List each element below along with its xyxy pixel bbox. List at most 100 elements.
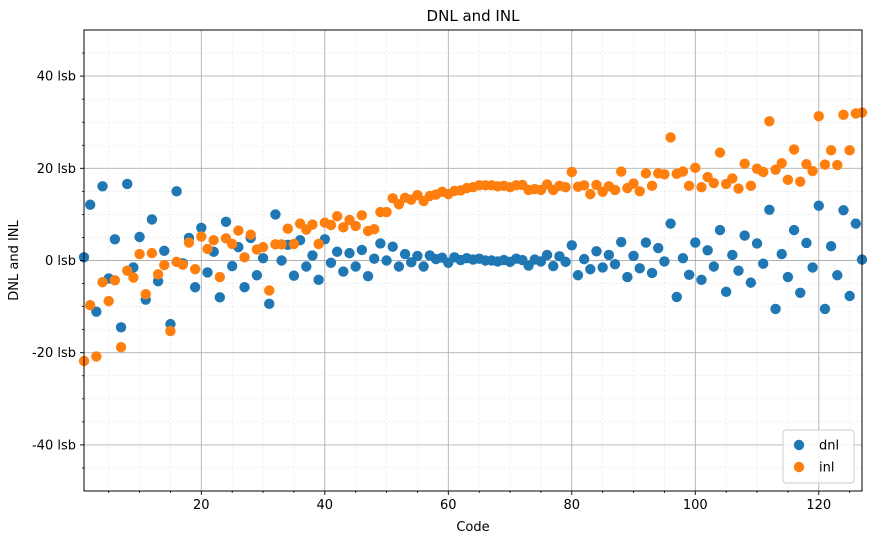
inl-point [782,174,794,186]
dnl-point [690,237,701,248]
dnl-point [714,224,726,236]
inl-point [646,180,658,192]
dnl-point [214,292,226,303]
x-axis-label: Code [456,520,489,535]
inl-point [801,158,812,170]
dnl-point [399,248,411,260]
dnl-point [844,290,855,302]
y-axis-label: DNL and INL [7,219,22,300]
inl-point [159,259,170,271]
x-tick-label: 40 [317,498,334,513]
dnl-point [764,204,775,215]
dnl-point [696,274,707,286]
inl-point [245,229,256,240]
legend-label-dnl: dnl [819,439,839,454]
inl-point [325,219,337,231]
inl-point [696,182,707,193]
inl-point [819,159,831,170]
dnl-point [239,282,250,293]
inl-point [115,341,127,353]
dnl-point [677,252,689,264]
inl-point [683,180,695,192]
dnl-point [325,257,337,269]
dnl-point [628,250,639,262]
x-tick-label: 120 [806,498,831,513]
dnl-point [338,266,349,277]
inl-point [844,145,855,156]
inl-point [140,288,151,300]
dnl-point [418,261,429,272]
inl-point [91,351,102,362]
inl-point [313,238,324,250]
inl-point [825,145,837,156]
dnl-point [640,237,652,248]
dnl-point [220,216,232,227]
dnl-point [702,245,713,256]
inl-point [585,188,596,200]
dnl-point [226,260,238,272]
dnl-point [84,199,96,210]
inl-point [177,259,188,270]
inl-point [813,111,824,122]
dnl-point [276,255,287,266]
inl-point [838,109,849,121]
legend: dnl inl [782,429,855,484]
ticks: 20 40 60 80 100 120 40 lsb 20 lsb 0 lsb -20 lsb -4… [32,52,851,513]
inl-point [338,222,349,233]
inl-point [560,182,571,193]
dnl-point [850,218,862,229]
dnl-point [758,258,769,269]
inl-point [208,235,219,246]
dnl-point [307,250,318,261]
inl-point [714,147,726,158]
inl-point [128,272,139,283]
dnl-point [665,218,676,229]
inl-point [84,300,96,311]
dnl-point [646,267,658,279]
dnl-point [109,234,121,245]
dnl-point [91,306,102,317]
dnl-point [739,230,750,241]
points [78,107,868,367]
chart-title: DNL and INL [427,7,521,25]
inl-point [795,176,806,187]
inl-point [276,239,287,250]
inl-point [165,325,176,337]
dnl-point [313,274,324,286]
inl-point [758,166,769,178]
dnl-point [825,241,837,252]
dnl-point [566,240,577,251]
inl-point [393,199,405,210]
dnl-point [146,214,158,225]
inl-point [665,132,676,143]
dnl-point [301,261,312,272]
dnl-point [369,253,380,264]
dnl-point [807,262,818,273]
dnl-point [257,252,269,264]
inl-point [183,237,195,248]
legend-marker-inl [793,461,805,473]
dnl-point [406,257,417,268]
dnl-point [720,286,732,298]
dnl-point [560,256,571,268]
dnl-point [708,261,720,272]
inl-point [634,186,645,197]
inl-point [807,165,818,177]
inl-point [103,295,114,307]
dnl-point [609,258,621,270]
dnl-point [671,291,682,303]
dnl-point [776,248,787,260]
dnl-point [134,231,145,243]
inl-point [640,168,652,179]
legend-label-inl: inl [819,461,834,476]
dnl-point [535,256,547,267]
dnl-point [795,287,806,298]
dnl-point [288,270,300,281]
x-tick-label: 20 [193,498,210,513]
inl-point [134,248,145,260]
dnl-point [331,246,343,257]
dnl-point [622,271,633,283]
inl-point [264,285,275,296]
